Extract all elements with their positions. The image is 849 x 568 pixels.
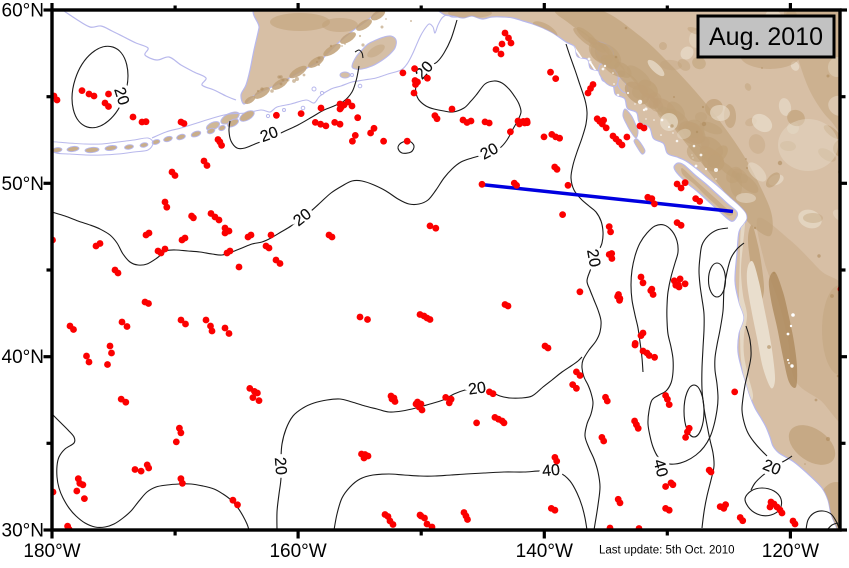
- svg-text:120°W: 120°W: [762, 541, 819, 562]
- svg-text:140°W: 140°W: [516, 541, 573, 562]
- svg-text:20: 20: [271, 456, 289, 475]
- svg-text:180°W: 180°W: [23, 541, 80, 562]
- svg-text:40: 40: [541, 462, 560, 480]
- svg-text:20: 20: [467, 379, 487, 398]
- svg-text:20: 20: [760, 457, 783, 479]
- svg-text:60°N: 60°N: [2, 1, 44, 22]
- svg-text:20: 20: [258, 124, 281, 146]
- svg-text:50°N: 50°N: [2, 174, 44, 195]
- svg-text:40°N: 40°N: [2, 347, 44, 368]
- svg-text:20: 20: [271, 456, 289, 475]
- svg-text:20: 20: [583, 248, 603, 269]
- svg-text:30°N: 30°N: [2, 521, 44, 542]
- svg-text:Aug. 2010: Aug. 2010: [709, 23, 823, 51]
- svg-text:20: 20: [110, 85, 132, 107]
- svg-text:Last update: 5th Oct. 2010: Last update: 5th Oct. 2010: [599, 545, 735, 557]
- svg-text:40: 40: [650, 457, 671, 479]
- svg-text:160°W: 160°W: [269, 541, 326, 562]
- svg-text:20: 20: [478, 140, 502, 163]
